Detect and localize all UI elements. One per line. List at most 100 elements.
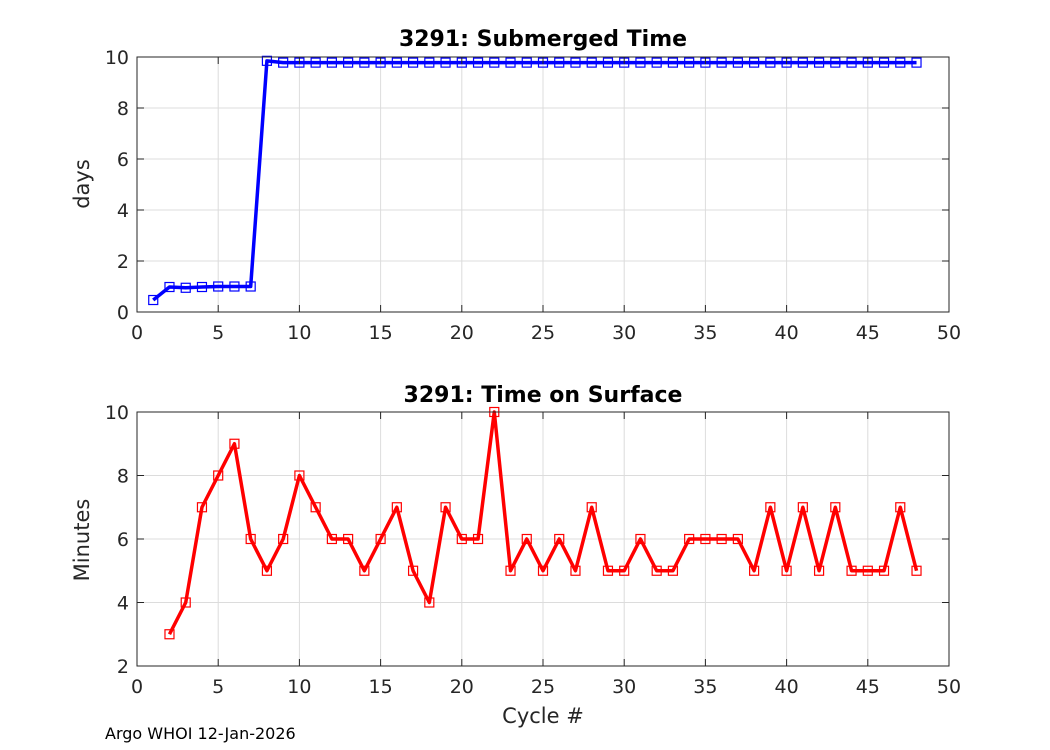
data-point: [196, 281, 208, 293]
x-tick-label: 20: [450, 676, 474, 698]
data-point: [407, 565, 419, 576]
data-point: [164, 281, 175, 293]
data-point: [213, 470, 224, 481]
data-point: [732, 57, 743, 68]
data-point: [700, 533, 711, 545]
data-point: [229, 281, 240, 292]
data-point: [911, 565, 922, 576]
x-tick-label: 50: [937, 322, 961, 344]
x-tick-label: 45: [856, 322, 880, 344]
data-point: [343, 57, 354, 68]
x-tick-label: 20: [450, 322, 474, 344]
y-tick-label: 2: [117, 251, 129, 273]
data-point: [391, 502, 402, 513]
y-axis-label: days: [70, 159, 94, 209]
time-on-surface-chart: 3291: Time on Surface Minutes Cycle # 0 5…: [70, 383, 961, 728]
x-tick-label: 0: [131, 322, 143, 344]
data-point: [797, 57, 808, 68]
x-tick-label: 0: [131, 676, 143, 698]
data-point: [537, 565, 549, 576]
data-point: [813, 57, 825, 68]
x-tick-label: 25: [531, 322, 555, 344]
data-point: [245, 533, 256, 545]
data-point: [846, 57, 857, 68]
series-line: [152, 59, 917, 302]
data-point: [781, 565, 792, 576]
data-point: [667, 565, 679, 576]
y-tick-label: 6: [117, 149, 129, 171]
data-point: [472, 533, 484, 545]
y-tick-label: 8: [117, 98, 129, 120]
y-tick-label: 4: [117, 200, 129, 222]
data-point: [278, 533, 289, 545]
data-point: [716, 57, 727, 68]
data-point: [375, 533, 386, 545]
data-point: [326, 533, 337, 545]
data-point: [180, 282, 191, 293]
data-point: [489, 57, 500, 68]
data-point: [878, 57, 890, 68]
x-tick-label: 10: [287, 322, 311, 344]
data-point: [586, 502, 597, 513]
x-tick-label: 45: [856, 676, 880, 698]
data-point: [424, 57, 435, 68]
y-tick-label: 0: [117, 302, 129, 324]
y-tick-label: 6: [117, 529, 129, 551]
data-point: [651, 565, 662, 576]
data-point: [667, 57, 679, 68]
data-point: [278, 57, 289, 68]
x-axis-label: Cycle #: [502, 704, 584, 728]
x-tick-label: 30: [612, 676, 636, 698]
data-point: [213, 281, 224, 292]
data-point: [797, 502, 808, 513]
data-point: [911, 57, 922, 68]
data-point: [505, 565, 516, 576]
data-point: [148, 294, 159, 306]
data-point: [229, 438, 240, 449]
data-point: [830, 502, 841, 513]
data-point: [846, 565, 857, 576]
data-point: [456, 533, 467, 545]
data-point: [602, 565, 614, 576]
x-tick-label: 10: [287, 676, 311, 698]
y-tick-label: 4: [117, 593, 129, 615]
data-point: [294, 470, 305, 481]
submerged-time-chart: 3291: Submerged Time days 0 5 10 15 20 25 30 35…: [70, 27, 961, 344]
x-tick-label: 40: [775, 322, 799, 344]
data-point: [310, 57, 321, 68]
data-point: [749, 565, 760, 576]
data-point: [895, 57, 906, 68]
data-point: [878, 565, 890, 576]
y-tick-label: 10: [105, 47, 129, 69]
x-tick-label: 35: [693, 322, 717, 344]
data-point: [684, 57, 695, 68]
data-point: [196, 502, 208, 513]
data-point: [830, 57, 841, 68]
data-point: [440, 502, 451, 513]
data-point: [424, 597, 435, 608]
data-point: [261, 565, 273, 576]
data-point: [505, 57, 516, 68]
x-tick-label: 50: [937, 676, 961, 698]
data-point: [651, 57, 662, 68]
data-point: [749, 57, 760, 68]
data-point: [895, 502, 906, 513]
data-point: [765, 502, 776, 513]
data-point: [180, 597, 191, 608]
data-point: [521, 533, 532, 545]
x-tick-label: 15: [369, 322, 393, 344]
chart-title: 3291: Submerged Time: [399, 27, 687, 52]
data-point: [359, 57, 370, 68]
data-point: [619, 565, 630, 576]
data-point: [245, 281, 256, 292]
data-point: [472, 57, 484, 68]
x-tick-label: 5: [212, 322, 224, 344]
data-point: [407, 57, 419, 68]
y-tick-label: 2: [117, 656, 129, 678]
x-tick-label: 40: [775, 676, 799, 698]
data-point: [570, 565, 581, 576]
x-tick-label: 15: [369, 676, 393, 698]
data-point: [440, 57, 451, 68]
data-point: [765, 57, 776, 68]
